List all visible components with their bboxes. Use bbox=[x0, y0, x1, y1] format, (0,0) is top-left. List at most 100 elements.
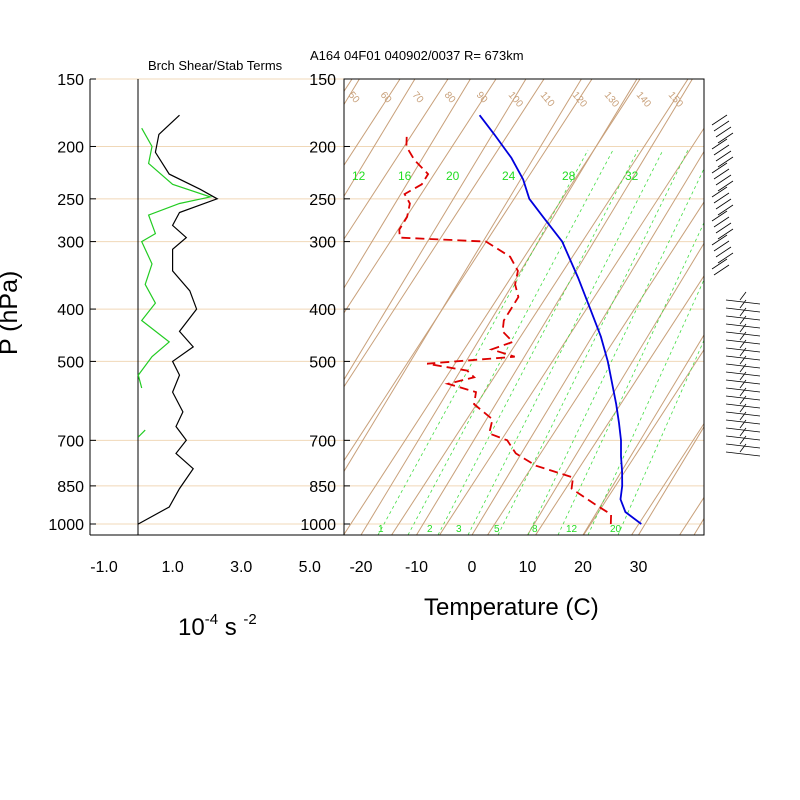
mixing-ratio-line bbox=[587, 278, 704, 535]
wind-barb bbox=[739, 435, 747, 445]
mixing-ratio-line bbox=[527, 167, 704, 535]
isotherm-line bbox=[638, 425, 704, 535]
wind-barbs bbox=[711, 114, 761, 457]
wind-barb bbox=[725, 419, 761, 425]
temp-tick-label: -20 bbox=[349, 559, 372, 576]
temp-tick-label: 0 bbox=[468, 559, 477, 576]
adiabat-label: 150 bbox=[666, 90, 685, 110]
mixing-ratio-top-label: 28 bbox=[562, 169, 576, 183]
dry-adiabat-line bbox=[344, 79, 545, 388]
pressure-label-right: 700 bbox=[309, 433, 336, 450]
wind-barb bbox=[739, 363, 747, 373]
isotherm-line bbox=[0, 79, 193, 535]
dry-adiabat-line bbox=[344, 79, 641, 535]
wind-barb bbox=[725, 299, 761, 305]
skew-grid-lines: 50 60 70 80 90 100 110 120 130 140 150 bbox=[0, 79, 704, 575]
wind-barb bbox=[739, 299, 747, 309]
wind-barb bbox=[739, 323, 747, 333]
wind-barb bbox=[717, 228, 734, 240]
shear-tick-label: 1.0 bbox=[161, 559, 183, 576]
isotherm-line bbox=[0, 79, 248, 535]
wind-barb bbox=[739, 411, 747, 421]
shear-tick-label: 5.0 bbox=[299, 559, 321, 576]
wind-barb bbox=[725, 427, 761, 433]
wind-barb bbox=[717, 132, 734, 144]
adiabat-label: 110 bbox=[538, 90, 557, 110]
wind-barb bbox=[739, 371, 747, 381]
mixing-ratio-top-label: 20 bbox=[446, 169, 460, 183]
wind-barb bbox=[739, 315, 747, 325]
dry-adiabat-line bbox=[391, 79, 689, 535]
dry-adiabat-line bbox=[344, 79, 449, 240]
pressure-label-left: 200 bbox=[57, 139, 84, 156]
shear-units-label: 10-4 s -2 bbox=[178, 611, 257, 641]
dry-adiabat-line bbox=[0, 79, 304, 575]
dewpoint-line bbox=[398, 136, 613, 525]
wind-barb bbox=[739, 443, 747, 453]
pressure-label-left: 300 bbox=[57, 235, 84, 252]
right-panel-title: A164 04F01 040902/0037 R= 673km bbox=[310, 48, 524, 63]
wind-barb bbox=[715, 126, 732, 138]
skewt-border bbox=[343, 78, 705, 536]
dry-adiabat-line bbox=[487, 201, 704, 535]
mixing-ratio-line bbox=[377, 149, 589, 535]
units-mid: s bbox=[218, 614, 243, 641]
dry-adiabat-line bbox=[535, 275, 704, 535]
pressure-label-right: 250 bbox=[309, 192, 336, 209]
wind-barb bbox=[725, 315, 761, 321]
wind-barb bbox=[713, 216, 730, 228]
wind-barb bbox=[711, 234, 728, 246]
temp-tick-label: -10 bbox=[405, 559, 428, 576]
wind-barb bbox=[711, 162, 728, 174]
temp-tick-label: 30 bbox=[630, 559, 648, 576]
pressure-label-left: 700 bbox=[57, 433, 84, 450]
wind-barb bbox=[725, 451, 761, 457]
pressure-label-right: 1000 bbox=[300, 517, 336, 534]
shear-stab-series bbox=[137, 114, 219, 525]
wind-barb bbox=[725, 379, 761, 385]
mixing-ratio-bottom-label: 3 bbox=[456, 524, 462, 535]
wind-barb bbox=[725, 403, 761, 409]
temperature-line bbox=[478, 114, 642, 525]
skewt-grid: 50 60 70 80 90 100 110 120 130 140 150 bbox=[0, 79, 704, 575]
dry-adiabat-line bbox=[439, 127, 704, 535]
left-panel-title: Brch Shear/Stab Terms bbox=[148, 58, 283, 73]
wind-barb bbox=[739, 419, 747, 429]
wind-barb bbox=[725, 339, 761, 345]
adiabat-label: 130 bbox=[602, 90, 621, 110]
pressure-axis-label: P (hPa) bbox=[0, 271, 23, 355]
units-base: 10 bbox=[178, 614, 205, 641]
shear-tick-label: -1.0 bbox=[90, 559, 118, 576]
mixing-ratio-bottom-label: 12 bbox=[566, 524, 578, 535]
wind-barb bbox=[717, 156, 734, 168]
mixing-ratio-bottom-label: 20 bbox=[610, 524, 622, 535]
wind-barb bbox=[725, 347, 761, 353]
mixing-ratio-bottom-label: 2 bbox=[427, 524, 433, 535]
wind-barb bbox=[739, 395, 747, 405]
dry-adiabat-line bbox=[344, 79, 593, 462]
dry-adiabat-line bbox=[344, 79, 401, 167]
wind-barb bbox=[725, 435, 761, 441]
wind-barb bbox=[717, 180, 734, 192]
pressure-label-left: 400 bbox=[57, 302, 84, 319]
isotherm-line bbox=[582, 334, 704, 535]
dry-adiabat-line bbox=[583, 348, 704, 535]
pressure-label-left: 1000 bbox=[48, 517, 84, 534]
temp-dewpoint-series bbox=[398, 114, 642, 525]
wind-barb bbox=[739, 387, 747, 397]
x-tick-labels: -1.0 1.0 3.0 5.0 -20 -10 0 10 20 30 bbox=[90, 559, 647, 576]
wind-barb bbox=[711, 258, 728, 270]
wind-barb bbox=[739, 347, 747, 357]
temp-tick-label: 10 bbox=[519, 559, 537, 576]
wind-barb bbox=[713, 120, 730, 132]
skewt-panel-frame bbox=[343, 78, 705, 536]
isotherm-line bbox=[693, 517, 704, 535]
pressure-label-right: 850 bbox=[309, 479, 336, 496]
pressure-label-right: 300 bbox=[309, 235, 336, 252]
mixing-ratio-line bbox=[437, 149, 639, 535]
shear-series-line bbox=[138, 114, 219, 525]
wind-barb bbox=[711, 138, 728, 150]
isotherm-line bbox=[471, 150, 704, 535]
pressure-label-left: 850 bbox=[57, 479, 84, 496]
pressure-label-left: 250 bbox=[57, 192, 84, 209]
